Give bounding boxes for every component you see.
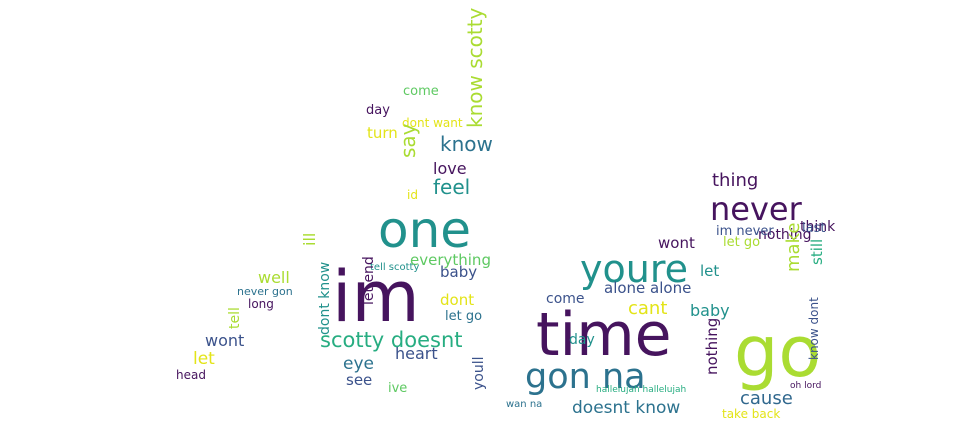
word: youll [471, 356, 487, 390]
word: let [193, 349, 215, 369]
word: id [407, 188, 418, 202]
word: wont [658, 234, 695, 252]
word: cause [740, 388, 793, 409]
word: gon na [525, 357, 646, 397]
word: doesnt know [572, 398, 681, 418]
word: last [802, 221, 826, 236]
word: never gon [237, 285, 293, 298]
word: nothing [758, 227, 812, 243]
word: one [378, 201, 472, 259]
word: cant [628, 298, 668, 319]
word: heart [395, 344, 438, 363]
word: alone alone [604, 279, 692, 297]
word: day [366, 103, 390, 118]
word: baby [690, 301, 730, 320]
word: feel [433, 175, 471, 199]
word: turn [367, 124, 398, 142]
word: im never [716, 224, 774, 239]
word: let go [723, 235, 761, 250]
word: dont know [317, 261, 333, 335]
word: go [734, 311, 822, 393]
word: come [546, 291, 585, 307]
word: well [258, 268, 290, 287]
word: youre [580, 247, 688, 291]
word: everything [410, 251, 491, 269]
word: still [808, 238, 826, 265]
word: say [396, 123, 420, 158]
word: nothing [703, 317, 721, 375]
word: know [440, 132, 493, 156]
word: let [700, 262, 720, 280]
word: oh lord [790, 381, 822, 391]
word: wont [205, 331, 245, 350]
word: make [783, 222, 804, 272]
word: tell [227, 307, 243, 329]
word: let end [361, 256, 377, 305]
word: scotty doesnt [320, 328, 463, 352]
word: know scotty [463, 7, 487, 128]
word: know dont [807, 297, 821, 360]
word: long [248, 297, 274, 311]
word: dont want [402, 116, 463, 130]
word: love [433, 159, 467, 178]
word: let go [445, 309, 483, 324]
word: day [569, 332, 595, 348]
word: dont [440, 291, 475, 309]
word: thing [712, 170, 759, 191]
word: baby [440, 263, 478, 281]
word: eye [343, 354, 374, 374]
word: hallelujah hallelujah [596, 385, 687, 395]
word: wan na [506, 399, 543, 410]
word: tell scotty [370, 262, 420, 273]
word: see [346, 371, 373, 389]
word: come [403, 84, 439, 99]
word: time [536, 300, 672, 370]
word: ive [388, 381, 408, 396]
word: never [710, 190, 802, 228]
word: im [332, 256, 420, 338]
word: head [176, 368, 206, 382]
word: think [800, 219, 836, 235]
word: ill [300, 232, 319, 246]
word: take back [722, 407, 781, 421]
